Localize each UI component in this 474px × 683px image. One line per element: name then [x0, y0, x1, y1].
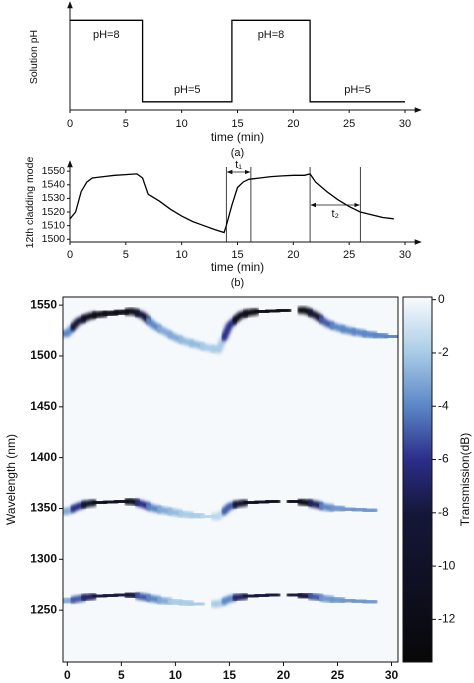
x-tick-label: 5	[118, 668, 125, 682]
x-tick-label: 25	[343, 118, 355, 130]
annotation: pH=5	[174, 84, 201, 96]
x-tick-label: 20	[287, 249, 299, 261]
colorbar-tick-label: -6	[438, 452, 449, 466]
heatmap-background	[63, 297, 398, 662]
colorbar-tick-label: 0	[438, 292, 445, 306]
colorbar-tick-label: -12	[438, 612, 456, 626]
y-tick-label: 1540	[42, 179, 66, 191]
y-tick-label: 1530	[42, 192, 66, 204]
data-line	[70, 19, 405, 103]
x-tick-label: 25	[343, 249, 355, 261]
x-tick-label: 0	[67, 118, 73, 130]
y-tick-label: 1500	[30, 348, 57, 362]
x-axis-label: time (min)	[211, 130, 264, 144]
y-axis-label: 12th cladding mode	[24, 157, 36, 249]
x-tick-label: 30	[399, 118, 411, 130]
marker-label: t₂	[332, 208, 339, 220]
colorbar	[402, 296, 433, 663]
x-tick-label: 15	[231, 249, 243, 261]
x-tick-label: 10	[176, 249, 188, 261]
y-tick-label: 1450	[30, 399, 57, 413]
y-tick-label: 1550	[42, 165, 66, 177]
annotation: pH=5	[344, 84, 371, 96]
plot-frame	[62, 296, 399, 663]
caption: (b)	[231, 277, 244, 289]
y-tick-label: 1350	[30, 501, 57, 515]
y-tick-label: 1500	[42, 233, 66, 245]
colorbar-tick-label: -2	[438, 345, 449, 359]
y-tick-label: 1510	[42, 219, 66, 231]
data-line	[69, 173, 394, 234]
x-tick-label: 15	[231, 118, 243, 130]
colorbar-tick-label: -4	[438, 398, 449, 412]
x-tick-label: 10	[176, 118, 188, 130]
y-tick-label: 1400	[30, 450, 57, 464]
x-tick-label: 10	[169, 668, 183, 682]
y-tick-label: 1300	[30, 551, 57, 565]
y-tick-label: 1520	[42, 206, 66, 218]
y-tick-label: 1550	[30, 297, 57, 311]
colorbar-label: Transmission(dB)	[458, 433, 472, 527]
annotation: pH=8	[258, 29, 285, 41]
x-tick-label: 0	[64, 668, 71, 682]
x-tick-label: 5	[123, 249, 129, 261]
caption: (a)	[231, 147, 244, 159]
y-axis-label: Wavelength (nm)	[4, 434, 18, 525]
marker-label: t₁	[235, 159, 242, 171]
x-tick-label: 30	[385, 668, 399, 682]
x-tick-label: 20	[277, 668, 291, 682]
heatmap-tracks	[63, 306, 398, 656]
x-tick-label: 5	[123, 118, 129, 130]
resonance-band	[382, 332, 398, 341]
annotation: pH=8	[93, 29, 120, 41]
x-tick-label: 15	[223, 668, 237, 682]
y-tick-label: 1250	[30, 602, 57, 616]
x-axis-label: time (min)	[211, 260, 264, 274]
colorbar-tick-label: -8	[438, 505, 449, 519]
x-tick-label: 20	[287, 118, 299, 130]
x-tick-label: 30	[399, 249, 411, 261]
colorbar-tick-label: -10	[438, 558, 456, 572]
x-tick-label: 0	[67, 249, 73, 261]
x-tick-label: 25	[331, 668, 345, 682]
y-axis-label: Solution pH	[28, 30, 40, 84]
resonance-band	[209, 334, 228, 354]
